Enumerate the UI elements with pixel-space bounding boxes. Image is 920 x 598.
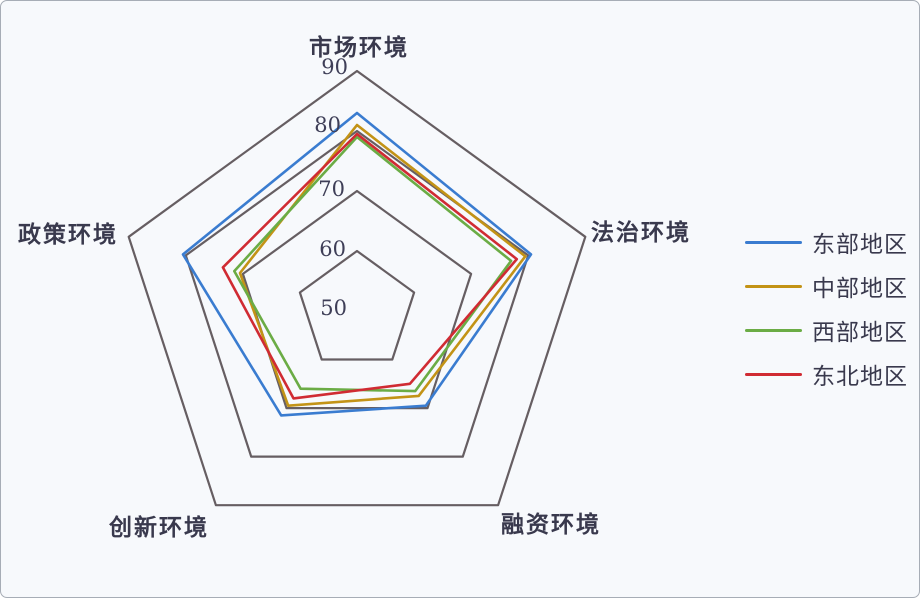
radial-tick-60: 60 bbox=[319, 237, 346, 261]
axis-label-market: 市场环境 bbox=[309, 35, 409, 61]
series-line-3 bbox=[221, 132, 519, 400]
legend-line-swatch-east bbox=[745, 240, 802, 244]
axis-label-innovation: 创新环境 bbox=[109, 515, 209, 541]
radial-tick-70: 70 bbox=[318, 177, 345, 201]
series-line-2 bbox=[233, 135, 513, 393]
radial-tick-80: 80 bbox=[314, 113, 341, 137]
grid-ring-90 bbox=[127, 69, 587, 507]
legend-label-northeast: 东北地区 bbox=[812, 364, 908, 390]
legend-label-central: 中部地区 bbox=[812, 276, 908, 302]
legend-item-northeast: 东北地区 bbox=[745, 362, 908, 390]
series-line-0 bbox=[181, 111, 533, 417]
series-line-1 bbox=[238, 123, 527, 408]
radial-tick-90: 90 bbox=[321, 55, 348, 79]
legend-item-east: 东部地区 bbox=[745, 230, 908, 258]
legend-line-swatch-central bbox=[745, 284, 802, 288]
axis-label-policy: 政策环境 bbox=[18, 222, 118, 248]
radial-tick-50: 50 bbox=[320, 296, 347, 320]
grid-ring-60 bbox=[298, 249, 416, 361]
legend-line-swatch-northeast bbox=[745, 372, 802, 376]
data-series-lines bbox=[181, 111, 533, 417]
axis-label-rule-of-law: 法治环境 bbox=[591, 220, 691, 246]
legend-label-west: 西部地区 bbox=[812, 320, 908, 346]
legend-item-west: 西部地区 bbox=[745, 318, 908, 346]
legend-label-east: 东部地区 bbox=[812, 232, 908, 258]
legend: 东部地区 中部地区 西部地区 东北地区 bbox=[745, 230, 908, 406]
grid-ring-70 bbox=[241, 189, 473, 410]
axis-label-financing: 融资环境 bbox=[501, 512, 601, 538]
legend-item-central: 中部地区 bbox=[745, 274, 908, 302]
legend-line-swatch-west bbox=[745, 328, 802, 332]
